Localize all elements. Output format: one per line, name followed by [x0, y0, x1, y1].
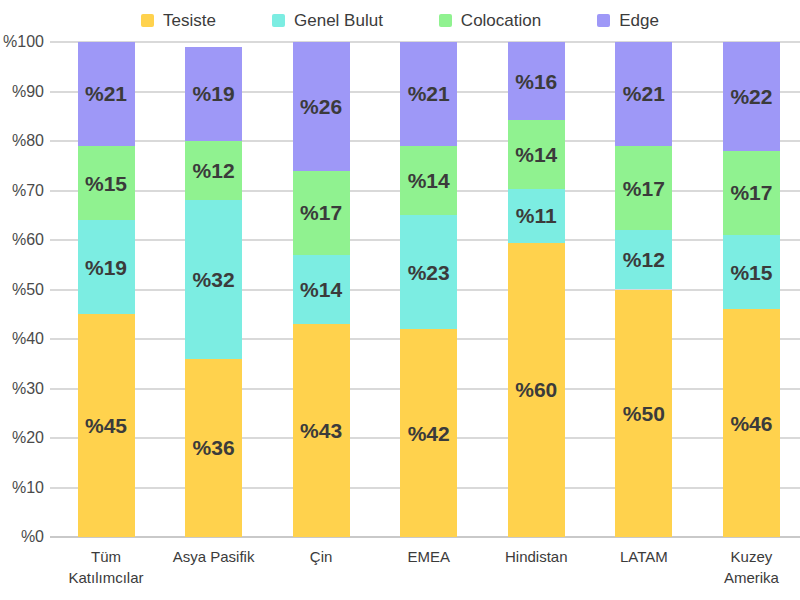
bar-value-label: %17: [730, 182, 772, 203]
bar-segment-tesiste: %46: [723, 309, 780, 537]
bar-value-label: %21: [85, 83, 127, 104]
bar-value-label: %15: [730, 262, 772, 283]
bar-segment-edge: %21: [615, 42, 672, 146]
bar-segment-genel-bulut: %23: [400, 215, 457, 329]
bar-value-label: %16: [515, 71, 557, 92]
bar-segment-colocation: %17: [293, 171, 350, 255]
bar-segment-genel-bulut: %14: [293, 255, 350, 324]
bar-segment-colocation: %15: [78, 146, 135, 220]
bar-value-label: %21: [408, 83, 450, 104]
x-axis-category-label: Çin: [273, 546, 369, 567]
bar-value-label: %14: [515, 144, 557, 165]
legend-label: Genel Bulut: [294, 12, 383, 29]
bar-value-label: %36: [193, 437, 235, 458]
bar-segment-edge: %21: [400, 42, 457, 146]
bar-segment-colocation: %17: [723, 151, 780, 235]
y-axis-tick-label: %40: [0, 331, 44, 347]
bar-value-label: %45: [85, 415, 127, 436]
x-axis-category-label: Kuzey Amerika: [703, 546, 799, 588]
bar-segment-colocation: %12: [185, 141, 242, 200]
bar-segment-tesiste: %45: [78, 314, 135, 537]
x-axis-category-label: Asya Pasifik: [166, 546, 262, 567]
x-axis-category-label: EMEA: [381, 546, 477, 567]
bar-value-label: %60: [515, 379, 557, 400]
legend-label: Tesiste: [163, 12, 216, 29]
bar-value-label: %11: [516, 205, 557, 226]
bar-segment-tesiste: %42: [400, 329, 457, 537]
x-axis-category-label: Tüm Katılımcılar: [58, 546, 154, 588]
legend-swatch-genel-bulut-icon: [272, 14, 285, 27]
bar-value-label: %46: [730, 413, 772, 434]
bar-segment-edge: %21: [78, 42, 135, 146]
y-axis-tick-label: %100: [0, 34, 44, 50]
bar-value-label: %19: [193, 83, 235, 104]
bar-segment-tesiste: %43: [293, 324, 350, 537]
bar-value-label: %12: [193, 160, 235, 181]
bar-value-label: %42: [408, 423, 450, 444]
bar-segment-colocation: %14: [400, 146, 457, 215]
bar-segment-colocation: %17: [615, 146, 672, 230]
bar-segment-edge: %22: [723, 42, 780, 151]
stacked-bar-chart: Tesiste Genel Bulut Colocation Edge %0 %1…: [0, 0, 800, 600]
bar-value-label: %15: [85, 173, 127, 194]
y-axis-tick-label: %50: [0, 282, 44, 298]
bar-value-label: %32: [193, 269, 235, 290]
bar-segment-genel-bulut: %12: [615, 230, 672, 289]
legend-item-colocation: Colocation: [439, 12, 541, 29]
bar-segment-genel-bulut: %19: [78, 220, 135, 314]
y-axis-tick-label: %30: [0, 381, 44, 397]
bar-value-label: %22: [730, 86, 772, 107]
bar-segment-tesiste: %50: [615, 290, 672, 538]
bar-value-label: %43: [300, 420, 342, 441]
y-axis-tick-label: %90: [0, 84, 44, 100]
chart-legend: Tesiste Genel Bulut Colocation Edge: [0, 6, 800, 34]
bar-segment-genel-bulut: %11: [508, 189, 565, 243]
bar-value-label: %26: [300, 96, 342, 117]
y-axis-tick-label: %70: [0, 183, 44, 199]
bar-value-label: %50: [623, 403, 665, 424]
bar-value-label: %14: [408, 170, 450, 191]
legend-swatch-edge-icon: [597, 14, 610, 27]
bar-segment-tesiste: %36: [185, 359, 242, 537]
legend-swatch-colocation-icon: [439, 14, 452, 27]
legend-item-edge: Edge: [597, 12, 659, 29]
bar-segment-genel-bulut: %32: [185, 200, 242, 358]
bar-value-label: %19: [85, 257, 127, 278]
legend-label: Colocation: [461, 12, 541, 29]
y-axis-tick-label: %20: [0, 430, 44, 446]
bar-value-label: %17: [300, 202, 342, 223]
bar-segment-edge: %19: [185, 47, 242, 141]
y-axis-tick-label: %80: [0, 133, 44, 149]
bar-segment-colocation: %14: [508, 120, 565, 189]
bar-segment-tesiste: %60: [508, 243, 565, 537]
x-axis-category-label: LATAM: [596, 546, 692, 567]
legend-label: Edge: [619, 12, 659, 29]
bar-segment-genel-bulut: %15: [723, 235, 780, 309]
bar-segment-edge: %16: [508, 42, 565, 120]
y-axis-tick-label: %10: [0, 480, 44, 496]
bar-value-label: %21: [623, 83, 665, 104]
y-axis-tick-label: %60: [0, 232, 44, 248]
legend-item-tesiste: Tesiste: [141, 12, 216, 29]
legend-swatch-tesiste-icon: [141, 14, 154, 27]
bar-value-label: %23: [408, 262, 450, 283]
x-axis-category-label: Hindistan: [488, 546, 584, 567]
bar-value-label: %14: [300, 279, 342, 300]
bar-value-label: %17: [623, 178, 665, 199]
y-axis-tick-label: %0: [0, 529, 44, 545]
bar-segment-edge: %26: [293, 42, 350, 171]
bar-value-label: %12: [623, 249, 665, 270]
legend-item-genel-bulut: Genel Bulut: [272, 12, 383, 29]
